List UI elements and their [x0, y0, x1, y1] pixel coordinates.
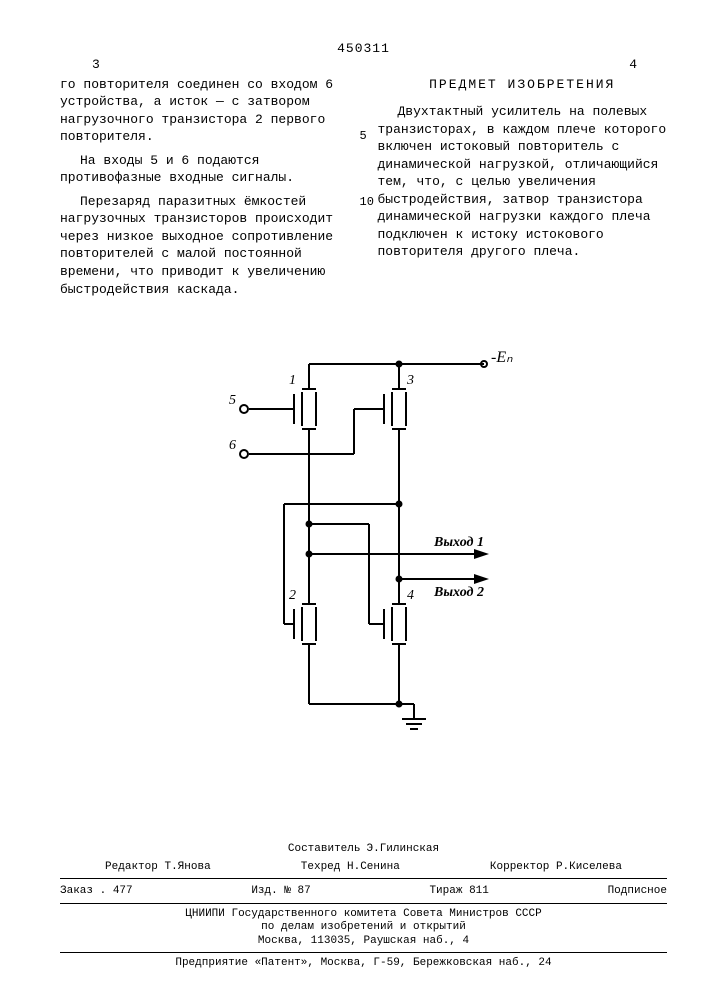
tech-block: Техред Н.Сенина	[301, 860, 400, 875]
compiler-name: Э.Гилинская	[367, 842, 440, 857]
left-p2: На входы 5 и 6 подаются противофазные вх…	[60, 152, 350, 187]
document-number: 450311	[60, 40, 667, 58]
input-6-label: 6	[229, 438, 236, 453]
institution-block: ЦНИИПИ Государственного комитета Совета …	[60, 908, 667, 948]
q1-label: 1	[289, 373, 296, 388]
inst-line-2: по делам изобретений и открытий	[60, 921, 667, 934]
order-dot: .	[100, 885, 113, 897]
circuit-diagram: -Eₙ 5 1	[60, 334, 667, 754]
left-p3: Перезаряд паразитных ёмкостей нагрузочны…	[60, 193, 350, 298]
inst-line-1: ЦНИИПИ Государственного комитета Совета …	[60, 908, 667, 921]
supply-label: -Eₙ	[491, 349, 513, 366]
izd-label: Изд. №	[251, 885, 291, 897]
right-column: 4 5 10 ПРЕДМЕТ ИЗОБРЕТЕНИЯ Двухтактный у…	[378, 76, 668, 305]
output-2-label: Выход 2	[433, 585, 484, 600]
tech-name: Н.Сенина	[347, 861, 400, 873]
claims-title: ПРЕДМЕТ ИЗОБРЕТЕНИЯ	[378, 76, 668, 94]
izd-block: Изд. № 87	[251, 884, 310, 899]
q3-label: 3	[406, 373, 414, 388]
corrector-name: Р.Киселева	[556, 861, 622, 873]
compiler-row: Составитель Э.Гилинская	[60, 842, 667, 857]
inst-line-3: Москва, 113035, Раушская наб., 4	[60, 935, 667, 948]
order-number: 477	[113, 885, 133, 897]
tirage-number: 811	[469, 885, 489, 897]
right-col-number: 4	[629, 56, 637, 74]
text-columns: 3 го повторителя соединен со входом 6 ус…	[60, 76, 667, 305]
tirage-label: Тираж	[429, 885, 462, 897]
q4-label: 4	[407, 588, 414, 603]
order-row: Заказ . 477 Изд. № 87 Тираж 811 Подписно…	[60, 884, 667, 899]
line-mark-10: 10	[360, 194, 374, 210]
line-mark-5: 5	[360, 128, 367, 144]
output-1-label: Выход 1	[433, 535, 484, 550]
editor-label: Редактор	[105, 861, 158, 873]
circuit-svg: -Eₙ 5 1	[194, 334, 534, 754]
input-5-label: 5	[229, 393, 236, 408]
tirage-block: Тираж 811	[429, 884, 488, 899]
left-column: 3 го повторителя соединен со входом 6 ус…	[60, 76, 350, 305]
order-label: Заказ	[60, 885, 93, 897]
footer-rule-1	[60, 878, 667, 879]
footer: Составитель Э.Гилинская Редактор Т.Янова…	[60, 842, 667, 970]
credits-row: Редактор Т.Янова Техред Н.Сенина Коррект…	[60, 860, 667, 875]
tech-label: Техред	[301, 861, 341, 873]
left-p1: го повторителя соединен со входом 6 устр…	[60, 76, 350, 146]
corrector-label: Корректор	[490, 861, 549, 873]
sign-label: Подписное	[608, 884, 667, 899]
order-block: Заказ . 477	[60, 884, 133, 899]
editor-name: Т.Янова	[164, 861, 210, 873]
compiler-label: Составитель	[288, 842, 361, 857]
page: 450311 3 го повторителя соединен со вход…	[0, 0, 707, 1000]
footer-rule-3	[60, 952, 667, 953]
left-col-number: 3	[92, 56, 100, 74]
right-p1: Двухтактный усилитель на полевых транзис…	[378, 103, 668, 261]
footer-rule-2	[60, 903, 667, 904]
izd-number: 87	[298, 885, 311, 897]
printer-line: Предприятие «Патент», Москва, Г-59, Бере…	[60, 957, 667, 970]
q2-label: 2	[289, 588, 296, 603]
editor-block: Редактор Т.Янова	[105, 860, 211, 875]
corrector-block: Корректор Р.Киселева	[490, 860, 622, 875]
